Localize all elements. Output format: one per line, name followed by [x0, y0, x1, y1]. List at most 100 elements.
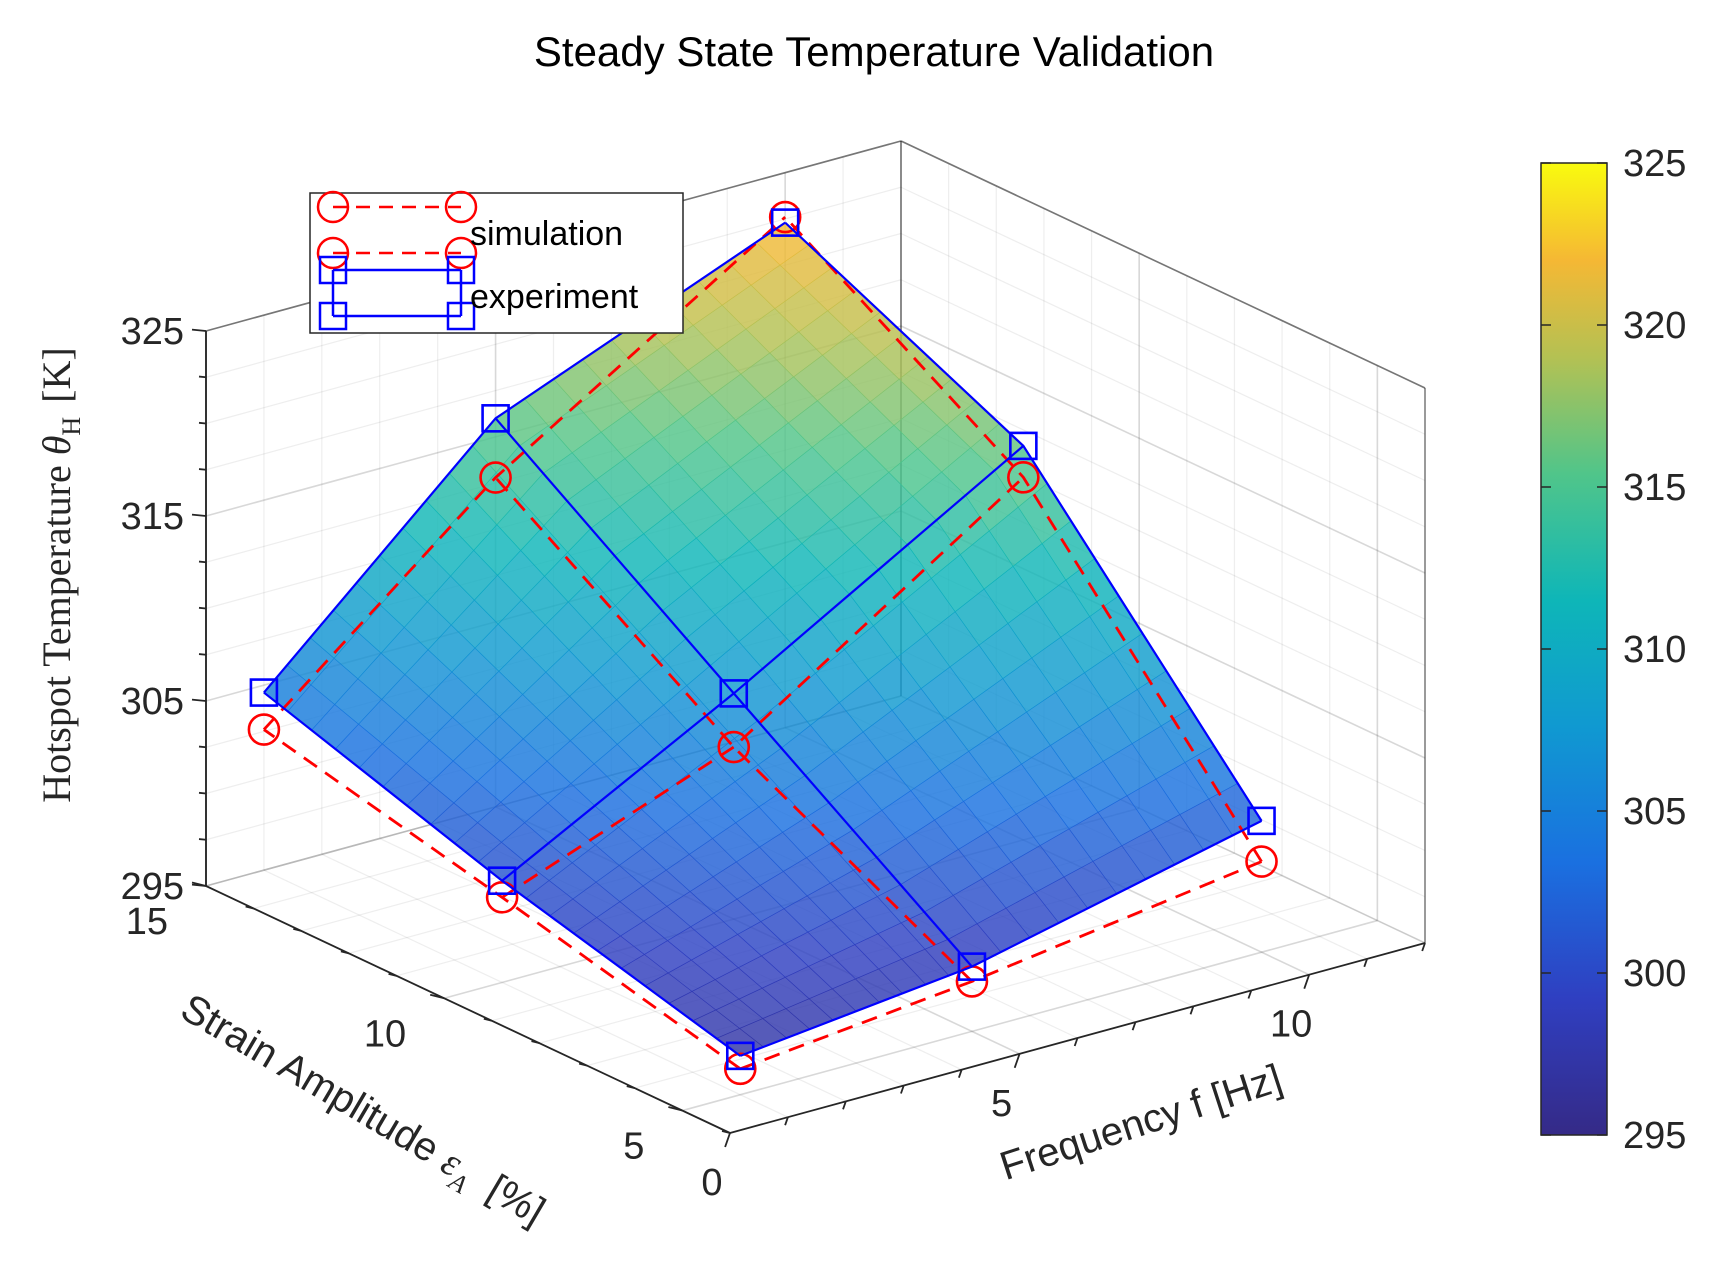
- colorbar-ticks: 295 300 305 310 315 320 325: [1541, 143, 1686, 1157]
- colorbar-tick-label: 310: [1623, 629, 1686, 671]
- data-series: [247, 200, 1278, 1086]
- grid-side-minor-z: [900, 186, 1426, 435]
- colorbar-gradient: [1540, 162, 1608, 1136]
- colorbar-tick-label: 320: [1623, 305, 1686, 347]
- x-tick-mark: [784, 1116, 789, 1126]
- x-tick-mark: [1303, 974, 1311, 989]
- y-tick-mark: [388, 972, 397, 977]
- z-tick-mark: [198, 838, 207, 841]
- x-tick-mark: [1013, 1053, 1021, 1069]
- simulation-marker: [768, 200, 802, 234]
- simulation-line-freq-10: [784, 216, 1263, 863]
- z-tick-label: 315: [121, 496, 184, 538]
- y-tick-mark: [340, 950, 350, 955]
- simulation-marker: [1245, 845, 1278, 878]
- x-axis-label: Frequency f [Hz]: [995, 1056, 1288, 1189]
- z-tick-mark: [191, 328, 207, 332]
- x-tick-mark: [900, 1085, 905, 1094]
- y-tick-label: 15: [126, 901, 168, 943]
- z-tick-mark: [198, 421, 207, 425]
- simulation-line-freq-1: [263, 728, 742, 1070]
- x-tick-label: 0: [701, 1162, 722, 1204]
- experiment-marker: [957, 952, 987, 981]
- x-tick-mark: [1073, 1037, 1079, 1047]
- experiment-line-freq-5: [494, 417, 973, 968]
- z-tick-mark: [191, 698, 207, 702]
- x-tick-mark: [1363, 958, 1368, 968]
- z-tick-mark: [198, 791, 207, 795]
- z-axis-label: Hotspot Temperature θH[K]: [34, 347, 86, 802]
- x-tick-mark: [1189, 1006, 1195, 1015]
- legend-marker-simulation: [444, 190, 478, 224]
- grid-side-minor-z: [900, 232, 1426, 482]
- z-tick-mark: [198, 560, 207, 564]
- y-tick-mark: [245, 905, 254, 910]
- grid-side-minor-z: [900, 279, 1426, 528]
- grid-floor-minor-x: [321, 853, 847, 1102]
- experiment-marker: [481, 404, 510, 433]
- colorbar: 295 300 305 310 315 320 325: [1540, 143, 1686, 1157]
- legend-marker-experiment: [318, 301, 348, 331]
- grid-floor-major-y: [682, 919, 1378, 1112]
- temperature-surface: [263, 222, 1262, 1057]
- experiment-marker: [770, 208, 800, 237]
- legend-entry-experiment: experiment: [318, 255, 639, 331]
- x-tick-label: 10: [1270, 1004, 1312, 1046]
- experiment-line-freq-1: [263, 691, 741, 1057]
- experiment-marker: [487, 866, 517, 895]
- legend-box: [309, 192, 684, 334]
- experiment-marker: [1009, 431, 1038, 461]
- z-tick-label: 325: [121, 311, 184, 353]
- box-edge: [900, 140, 1426, 389]
- x-tick-mark: [842, 1101, 847, 1110]
- y-tick-mark: [293, 928, 302, 932]
- y-tick-mark: [483, 1017, 493, 1022]
- chart-title: Steady State Temperature Validation: [534, 28, 1214, 75]
- z-tick-label: 295: [121, 866, 184, 908]
- legend-marker-simulation: [444, 236, 478, 270]
- colorbar-tick-label: 305: [1623, 791, 1686, 833]
- colorbar-tick-label: 325: [1623, 143, 1686, 185]
- grid-side-major-z: [900, 325, 1426, 574]
- simulation-marker: [723, 1052, 757, 1086]
- x-tick-mark: [1421, 942, 1426, 952]
- legend-entry-simulation: simulation: [316, 190, 623, 270]
- simulation-marker: [479, 461, 512, 494]
- legend-marker-simulation: [316, 236, 350, 270]
- simulation-marker: [717, 730, 751, 764]
- y-tick-label: 5: [623, 1126, 644, 1168]
- legend-label-simulation: simulation: [470, 215, 623, 253]
- legend-marker-experiment: [318, 255, 348, 285]
- z-tick-mark: [191, 883, 207, 887]
- legend-marker-experiment: [446, 301, 476, 331]
- z-tick-mark: [198, 653, 207, 656]
- x-tick-mark: [958, 1069, 963, 1078]
- x-tick-mark: [1131, 1021, 1137, 1031]
- z-tick-mark: [198, 745, 207, 749]
- series-experiment: [249, 208, 1276, 1071]
- y-tick-mark: [668, 1106, 683, 1112]
- y-tick-mark: [429, 993, 445, 1000]
- simulation-marker: [485, 881, 519, 914]
- experiment-marker: [725, 1041, 755, 1071]
- grid-floor-minor-x: [263, 869, 789, 1118]
- y-tick-mark: [531, 1040, 540, 1045]
- colorbar-tick-label: 295: [1623, 1115, 1686, 1157]
- experiment-marker: [719, 679, 749, 708]
- colorbar-tick-label: 300: [1623, 953, 1686, 995]
- y-tick-mark: [721, 1130, 731, 1134]
- experiment-line-freq-10: [784, 221, 1263, 822]
- simulation-marker: [1007, 461, 1040, 494]
- experiment-marker: [249, 678, 279, 707]
- y-tick-mark: [578, 1062, 588, 1067]
- z-tick-mark: [198, 375, 207, 379]
- y-tick-label: 10: [364, 1013, 406, 1055]
- legend-marker-simulation: [316, 190, 350, 224]
- x-tick-label: 5: [991, 1083, 1012, 1125]
- simulation-marker: [247, 713, 281, 746]
- z-tick-label: 305: [121, 681, 184, 723]
- legend-label-experiment: experiment: [470, 278, 639, 316]
- legend-marker-experiment: [446, 255, 476, 285]
- simulation-line-strain-10: [501, 476, 1025, 899]
